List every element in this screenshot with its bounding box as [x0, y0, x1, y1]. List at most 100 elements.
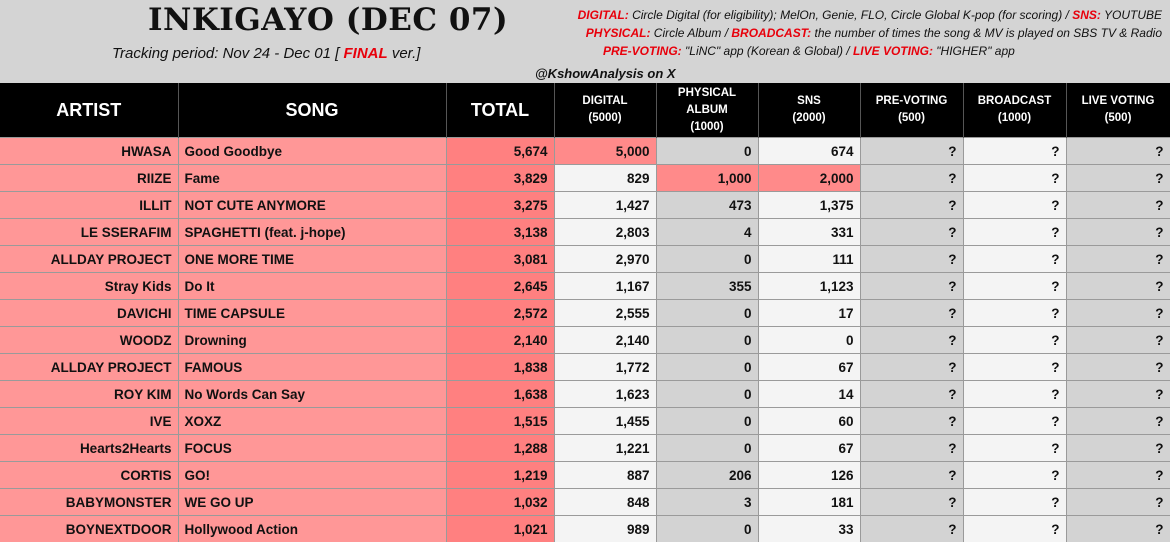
- cell-digital: 2,140: [554, 327, 656, 354]
- cell-broadcast: ?: [963, 327, 1066, 354]
- column-header-sns-name: SNS: [797, 95, 821, 107]
- cell-digital: 829: [554, 165, 656, 192]
- cell-prevoting: ?: [860, 354, 963, 381]
- cell-prevoting: ?: [860, 489, 963, 516]
- cell-broadcast: ?: [963, 435, 1066, 462]
- cell-song: WE GO UP: [178, 489, 446, 516]
- cell-artist: WOODZ: [0, 327, 178, 354]
- cell-prevoting: ?: [860, 192, 963, 219]
- cell-livevoting: ?: [1066, 165, 1170, 192]
- cell-total: 1,021: [446, 516, 554, 542]
- column-header-livevoting: LIVE VOTING(500): [1066, 83, 1170, 138]
- cell-song: Good Goodbye: [178, 138, 446, 165]
- cell-total: 1,515: [446, 408, 554, 435]
- cell-broadcast: ?: [963, 300, 1066, 327]
- cell-sns: 14: [758, 381, 860, 408]
- cell-total: 3,829: [446, 165, 554, 192]
- cell-broadcast: ?: [963, 219, 1066, 246]
- cell-sns: 17: [758, 300, 860, 327]
- legend-physical-text: Circle Album /: [650, 26, 731, 40]
- cell-physical: 0: [656, 138, 758, 165]
- column-header-prevoting-max: (500): [898, 112, 925, 124]
- cell-broadcast: ?: [963, 381, 1066, 408]
- cell-physical: 3: [656, 489, 758, 516]
- cell-livevoting: ?: [1066, 381, 1170, 408]
- cell-broadcast: ?: [963, 273, 1066, 300]
- cell-livevoting: ?: [1066, 354, 1170, 381]
- cell-broadcast: ?: [963, 138, 1066, 165]
- column-header-digital: DIGITAL(5000): [554, 83, 656, 138]
- cell-total: 2,645: [446, 273, 554, 300]
- column-header-broadcast-max: (1000): [998, 112, 1031, 124]
- cell-total: 2,140: [446, 327, 554, 354]
- cell-digital: 2,970: [554, 246, 656, 273]
- cell-physical: 4: [656, 219, 758, 246]
- cell-total: 3,081: [446, 246, 554, 273]
- cell-sns: 331: [758, 219, 860, 246]
- cell-song: GO!: [178, 462, 446, 489]
- cell-artist: LE SSERAFIM: [0, 219, 178, 246]
- cell-livevoting: ?: [1066, 138, 1170, 165]
- cell-physical: 1,000: [656, 165, 758, 192]
- cell-digital: 1,167: [554, 273, 656, 300]
- legend-line-2: PHYSICAL: Circle Album / BROADCAST: the …: [522, 24, 1162, 42]
- cell-broadcast: ?: [963, 165, 1066, 192]
- column-header-prevoting: PRE-VOTING (500): [860, 83, 963, 138]
- cell-total: 2,572: [446, 300, 554, 327]
- legend-sns-text: YOUTUBE: [1101, 8, 1162, 22]
- cell-total: 1,638: [446, 381, 554, 408]
- cell-artist: ILLIT: [0, 192, 178, 219]
- legend-digital-text: Circle Digital (for eligibility); MelOn,…: [629, 8, 1072, 22]
- column-header-physical-max: (1000): [690, 121, 723, 133]
- cell-artist: Hearts2Hearts: [0, 435, 178, 462]
- legend-sns-key: SNS:: [1072, 8, 1101, 22]
- cell-sns: 126: [758, 462, 860, 489]
- column-header-prevoting-name: PRE-VOTING: [876, 95, 948, 107]
- legend-physical-key: PHYSICAL:: [586, 26, 651, 40]
- cell-livevoting: ?: [1066, 192, 1170, 219]
- cell-prevoting: ?: [860, 381, 963, 408]
- cell-artist: Stray Kids: [0, 273, 178, 300]
- legend-line-1: DIGITAL: Circle Digital (for eligibility…: [522, 6, 1162, 24]
- ranking-table: ARTIST SONG TOTAL DIGITAL(5000) PHYSICAL…: [0, 83, 1170, 542]
- cell-artist: ROY KIM: [0, 381, 178, 408]
- cell-prevoting: ?: [860, 408, 963, 435]
- cell-artist: IVE: [0, 408, 178, 435]
- column-header-livevoting-name: LIVE VOTING: [1082, 95, 1155, 107]
- column-header-digital-max: (5000): [588, 112, 621, 124]
- cell-broadcast: ?: [963, 246, 1066, 273]
- cell-livevoting: ?: [1066, 435, 1170, 462]
- cell-song: ONE MORE TIME: [178, 246, 446, 273]
- cell-artist: DAVICHI: [0, 300, 178, 327]
- cell-digital: 989: [554, 516, 656, 542]
- cell-prevoting: ?: [860, 435, 963, 462]
- cell-digital: 2,803: [554, 219, 656, 246]
- cell-artist: ALLDAY PROJECT: [0, 354, 178, 381]
- cell-physical: 0: [656, 516, 758, 542]
- cell-physical: 0: [656, 381, 758, 408]
- cell-livevoting: ?: [1066, 300, 1170, 327]
- final-label: FINAL: [344, 45, 388, 62]
- cell-digital: 1,772: [554, 354, 656, 381]
- tracking-period-prefix: Tracking period: Nov 24 - Dec 01 [: [112, 45, 344, 62]
- cell-song: Fame: [178, 165, 446, 192]
- cell-physical: 0: [656, 300, 758, 327]
- cell-sns: 1,375: [758, 192, 860, 219]
- cell-broadcast: ?: [963, 516, 1066, 542]
- cell-artist: RIIZE: [0, 165, 178, 192]
- cell-total: 1,032: [446, 489, 554, 516]
- cell-total: 3,138: [446, 219, 554, 246]
- cell-song: TIME CAPSULE: [178, 300, 446, 327]
- cell-physical: 0: [656, 354, 758, 381]
